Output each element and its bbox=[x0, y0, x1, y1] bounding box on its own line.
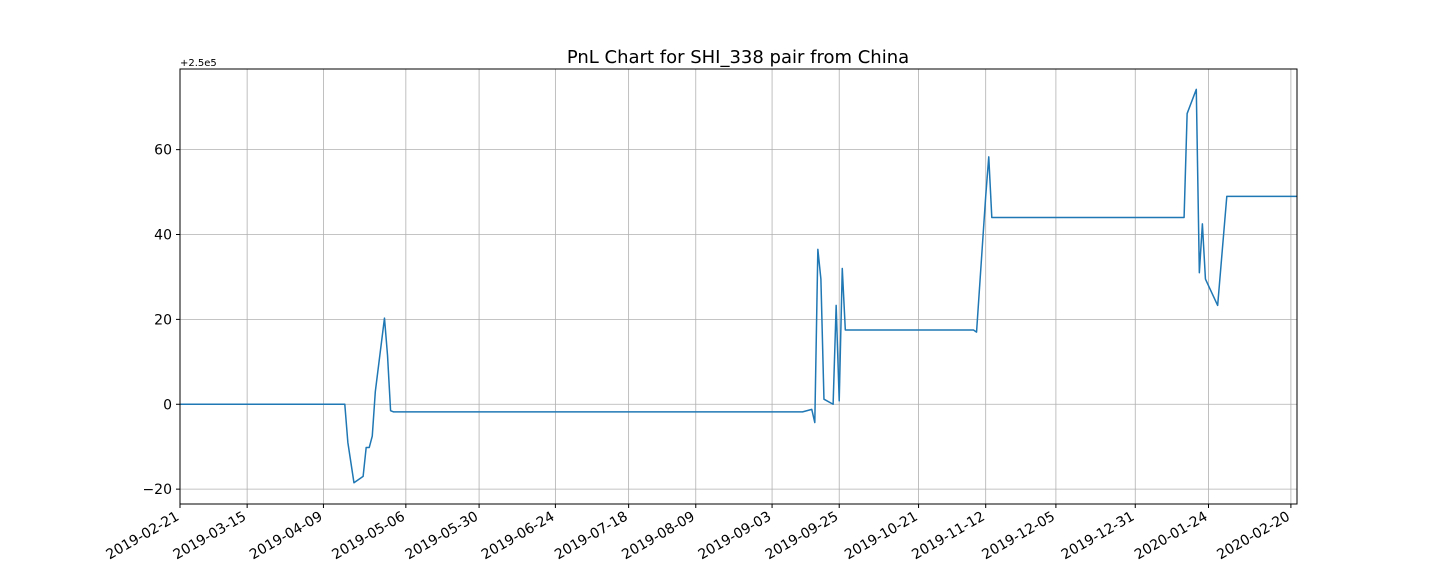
pnl-series-line bbox=[180, 88, 1297, 484]
plot-area-frame bbox=[179, 68, 1298, 505]
x-tick-label: 2019-12-05 bbox=[979, 509, 1057, 564]
x-tick-label: 2019-06-24 bbox=[479, 509, 558, 564]
y-tick-label: 60 bbox=[154, 143, 172, 159]
y-tick-label: 20 bbox=[154, 312, 172, 328]
x-tick-label: 2019-08-09 bbox=[619, 509, 697, 564]
series-lines bbox=[180, 88, 1297, 484]
x-tick-label: 2019-09-25 bbox=[763, 509, 841, 564]
x-tick-label: 2019-10-21 bbox=[842, 509, 920, 564]
x-tick-label: 2019-05-30 bbox=[403, 509, 481, 564]
y-tick-label: 0 bbox=[163, 397, 172, 413]
y-tick-label: 40 bbox=[154, 228, 172, 244]
y-axis-ticks: −20 0 20 40 60 bbox=[142, 143, 180, 498]
x-tick-label: 2019-12-31 bbox=[1059, 509, 1137, 564]
x-tick-label: 2019-05-06 bbox=[329, 509, 408, 564]
x-tick-label: 2019-04-09 bbox=[247, 509, 325, 564]
x-tick-label: 2019-07-18 bbox=[552, 509, 630, 564]
x-tick-label: 2020-02-20 bbox=[1214, 509, 1292, 564]
y-axis-offset-label: +2.5e5 bbox=[180, 58, 217, 69]
x-tick-label: 2019-11-12 bbox=[909, 509, 987, 564]
x-tick-label: 2019-09-03 bbox=[696, 509, 774, 564]
x-tick-label: 2019-02-21 bbox=[104, 509, 182, 564]
y-tick-label: −20 bbox=[142, 482, 172, 498]
chart-title: PnL Chart for SHI_338 pair from China bbox=[567, 47, 909, 68]
x-tick-label: 2019-03-15 bbox=[171, 509, 249, 564]
x-tick-label: 2020-01-24 bbox=[1132, 509, 1211, 564]
